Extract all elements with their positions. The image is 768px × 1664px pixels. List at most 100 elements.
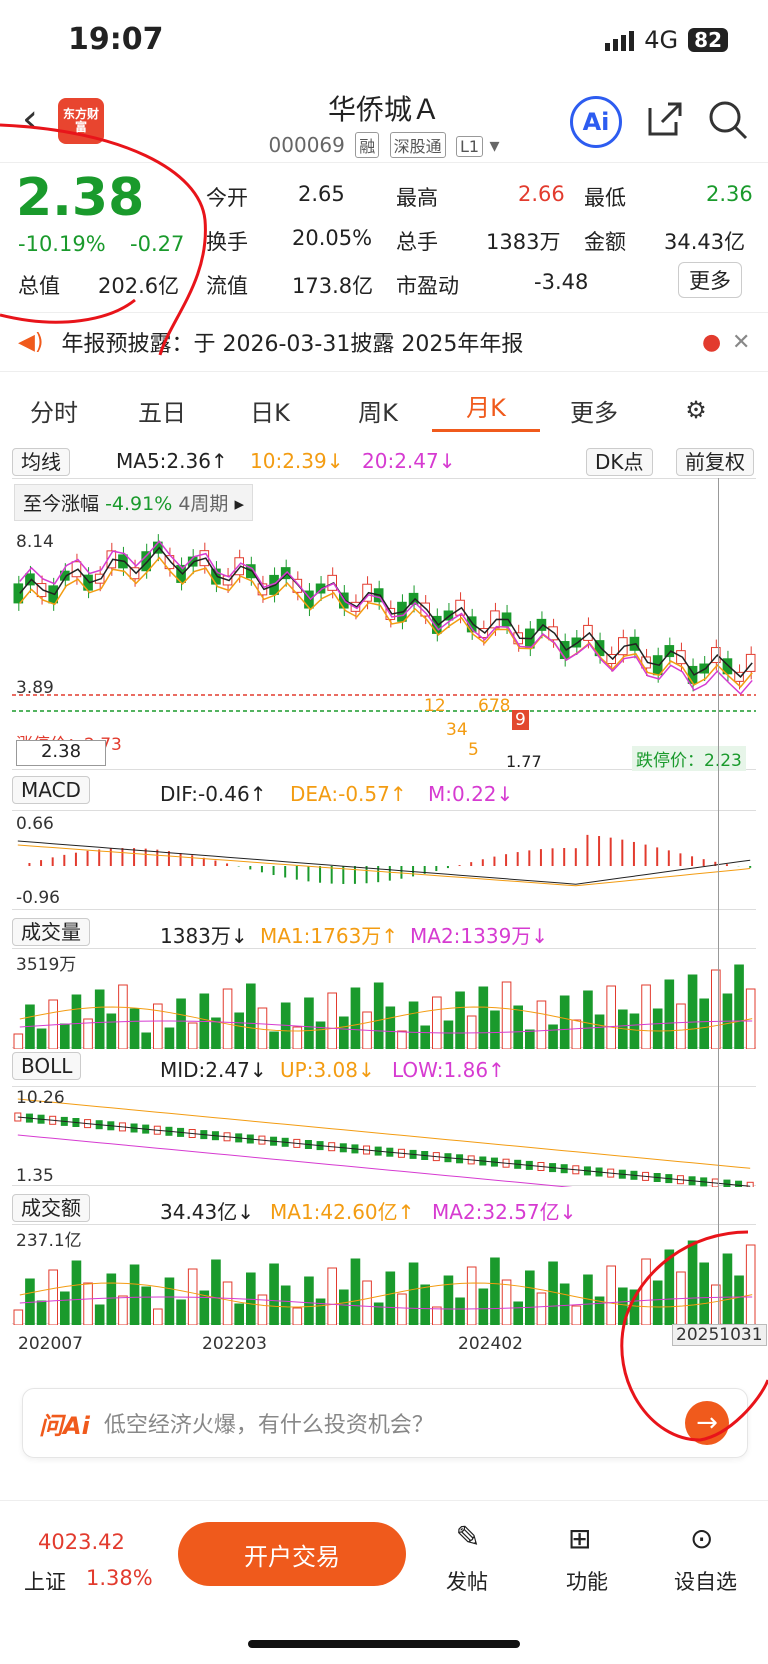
amount-bar (339, 1289, 349, 1326)
volume-bar (269, 1031, 279, 1050)
amount-value: 34.43亿 (664, 230, 746, 254)
volume-bar (13, 1033, 24, 1050)
ask-ai-input[interactable]: 问Ai 低空经济火爆，有什么投资机会？ → (22, 1388, 748, 1458)
ai-button[interactable]: Ai (570, 96, 622, 148)
chevron-down-icon[interactable]: ▾ (489, 133, 500, 157)
limit-down-label: 跌停价：2.23 (632, 746, 746, 771)
volume-bar (222, 988, 233, 1050)
index-pct[interactable]: 1.38% (86, 1566, 153, 1590)
dif-line (17, 840, 751, 885)
kline-chart[interactable] (12, 478, 756, 770)
index-name[interactable]: 上证 (24, 1570, 66, 1594)
amount-chart[interactable] (12, 1224, 756, 1326)
amount-bar (443, 1275, 454, 1326)
amount-bar (269, 1263, 279, 1326)
volume-chart[interactable] (12, 948, 756, 1050)
macd-m: M:0.22↓ (428, 782, 514, 806)
watchlist-label[interactable]: 设自选 (674, 1570, 737, 1594)
volume-bar (246, 983, 256, 1050)
amount-bar (606, 1265, 616, 1326)
candle (455, 599, 465, 616)
volume-bar-ma1 (19, 1006, 753, 1032)
volume-bar (187, 1022, 198, 1050)
adjust-button[interactable]: 前复权 (676, 448, 754, 476)
amount-bar (432, 1306, 442, 1326)
grid-icon[interactable]: ⊞ (568, 1522, 592, 1555)
amount-selector[interactable]: 成交额 (12, 1194, 90, 1222)
amount-svg (13, 1240, 756, 1326)
volume-bar (94, 989, 105, 1050)
volume-bar (315, 1021, 326, 1050)
current-price: 2.38 (16, 168, 145, 228)
volume-bar (571, 1019, 582, 1050)
volume-bar (432, 996, 442, 1050)
candle (443, 610, 454, 621)
volume-bar (408, 1001, 419, 1050)
tab-intraday[interactable]: 分时 (30, 398, 78, 427)
candle (234, 557, 244, 576)
function-label[interactable]: 功能 (566, 1570, 608, 1594)
status-time: 19:07 (68, 22, 164, 57)
volume-bar (478, 986, 489, 1050)
tab-monthly-k[interactable]: 月K (432, 388, 540, 432)
amount-bar (106, 1273, 117, 1326)
arrow-right-icon[interactable]: → (685, 1401, 729, 1445)
candle (745, 653, 756, 672)
dk-point-button[interactable]: DK点 (586, 448, 653, 476)
stock-title: 华侨城Ａ (327, 93, 440, 126)
volume-selector[interactable]: 成交量 (12, 918, 90, 946)
close-icon[interactable]: ✕ (732, 329, 751, 355)
amount-bar (652, 1280, 663, 1326)
volume-bar (36, 1028, 47, 1050)
volume-bar (234, 1012, 244, 1050)
volume-bar (397, 1030, 407, 1050)
volume-bar (641, 984, 651, 1050)
boll-chart[interactable] (12, 1086, 756, 1205)
amount-bar (629, 1289, 640, 1326)
volume-bar (629, 1013, 640, 1050)
x-tick-3: 202402 (458, 1334, 523, 1354)
amount-bar (397, 1293, 407, 1326)
share-icon[interactable] (644, 98, 686, 144)
macd-selector[interactable]: MACD (12, 776, 90, 804)
volume-bar (292, 1026, 303, 1050)
tab-more[interactable]: 更多 (570, 398, 618, 427)
notice-bar[interactable]: ◀) 年报预披露：于 2026-03-31披露 2025年年报 ● ✕ (0, 312, 768, 372)
tag-margin: 融 (355, 132, 380, 158)
ma-selector[interactable]: 均线 (12, 448, 70, 476)
float-value: 173.8亿 (292, 274, 374, 298)
candle (420, 602, 430, 617)
tag-connect: 深股通 (389, 132, 446, 158)
more-dots-icon[interactable]: ⊙ (690, 1522, 714, 1555)
open-account-trade-button[interactable]: 开户交易 (178, 1522, 406, 1586)
settings-icon[interactable]: ⚙ (685, 396, 707, 424)
volume-bar (176, 998, 186, 1050)
amount-bar (13, 1309, 24, 1326)
battery-icon: 82 (688, 28, 728, 52)
network-label: 4G (644, 26, 679, 54)
macd-dea: DEA:-0.57↑ (290, 782, 407, 806)
more-button[interactable]: 更多 (678, 262, 742, 298)
tab-weekly-k[interactable]: 周K (358, 398, 398, 427)
tab-five-day[interactable]: 五日 (138, 398, 186, 427)
ma10-value: 10:2.39↓ (250, 449, 344, 473)
stock-code: 000069 (268, 133, 345, 157)
x-tick-2: 202203 (202, 1334, 267, 1354)
boll-selector[interactable]: BOLL (12, 1052, 82, 1080)
boll-candle (735, 1180, 743, 1190)
amount-bar (525, 1270, 535, 1326)
search-icon[interactable] (706, 98, 750, 146)
amount-bar (466, 1266, 477, 1326)
tab-daily-k[interactable]: 日K (250, 398, 290, 427)
volume-bar (118, 984, 128, 1050)
amount-bar (641, 1258, 651, 1326)
macd-chart[interactable] (12, 810, 756, 910)
amount-bar (699, 1262, 709, 1326)
post-label[interactable]: 发帖 (446, 1570, 488, 1594)
amount-bar (280, 1285, 291, 1326)
ask-ai-placeholder: 低空经济火爆，有什么投资机会？ (103, 1413, 434, 1438)
index-value[interactable]: 4023.42 (38, 1530, 125, 1554)
edit-icon[interactable]: ✎ (455, 1520, 481, 1555)
since-box[interactable]: 至今涨幅 -4.91% 4周期 ▸ (14, 484, 253, 521)
volume-bar (676, 1003, 686, 1050)
